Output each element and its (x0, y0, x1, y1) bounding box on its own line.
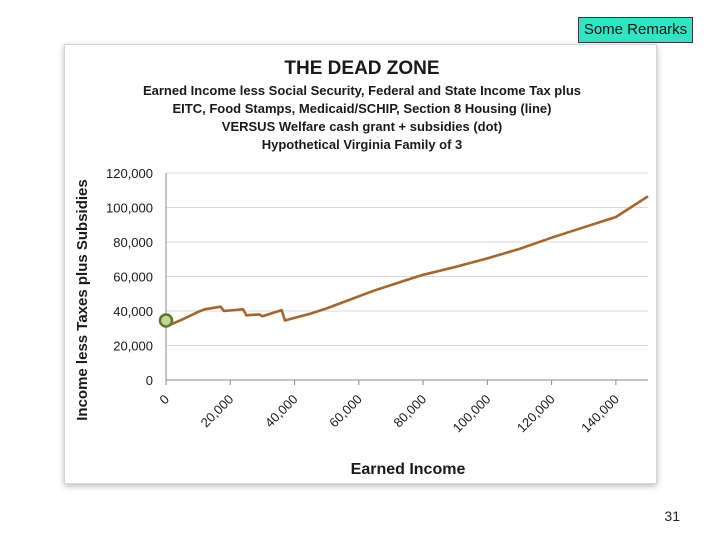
x-tick-label: 80,000 (390, 392, 429, 431)
grid-lines (166, 172, 648, 346)
chart-title: THE DEAD ZONE (284, 58, 439, 79)
x-tick-label: 0 (156, 392, 172, 408)
y-tick-label: 20,000 (113, 339, 153, 354)
y-tick-label: 120,000 (106, 166, 153, 181)
slide-number: 31 (664, 508, 680, 524)
y-tick-label: 60,000 (113, 270, 153, 285)
some-remarks-button[interactable]: Some Remarks (578, 17, 693, 43)
chart-subtitle-line-2: EITC, Food Stamps, Medicaid/SCHIP, Secti… (173, 101, 552, 116)
y-tick-label: 80,000 (113, 235, 153, 250)
x-tick-label: 60,000 (326, 392, 365, 431)
chart-panel (64, 44, 657, 484)
axes (165, 173, 648, 385)
x-tick-label: 140,000 (578, 392, 622, 436)
y-axis-label: Income less Taxes plus Subsidies (74, 179, 91, 421)
tick-labels: 0 20,000 40,000 60,000 80,000 100,000 120,000 0… (106, 166, 622, 435)
x-tick-label: 20,000 (198, 392, 237, 431)
chart-subtitle-line-3: VERSUS Welfare cash grant + subsidies (d… (222, 119, 502, 134)
y-tick-label: 0 (146, 373, 153, 388)
x-tick-label: 100,000 (450, 392, 494, 436)
y-tick-label: 100,000 (106, 201, 153, 216)
welfare-dot (158, 313, 174, 328)
x-tick-label: 120,000 (514, 392, 558, 436)
y-tick-label: 40,000 (113, 304, 153, 319)
series (158, 195, 649, 328)
x-axis-label: Earned Income (351, 461, 466, 478)
chart-subtitle-line-1: Earned Income less Social Security, Fede… (143, 83, 581, 98)
x-tick-label: 40,000 (262, 392, 301, 431)
net-income-line (165, 195, 649, 328)
chart-subtitle-line-4: Hypothetical Virginia Family of 3 (262, 137, 463, 152)
